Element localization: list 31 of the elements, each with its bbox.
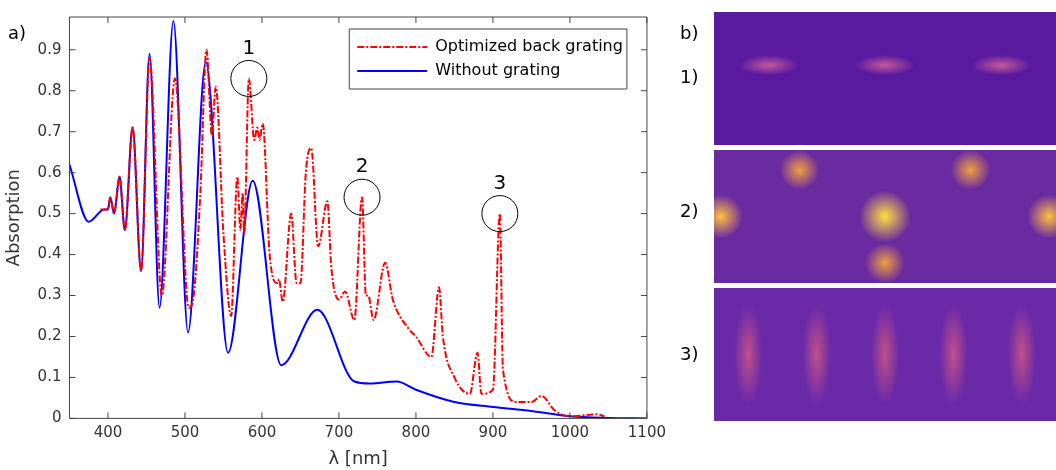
y-tick-label: 0.8 xyxy=(37,80,62,99)
y-tick-label: 0.1 xyxy=(37,367,62,386)
line-series xyxy=(69,20,647,419)
annotation: 2 xyxy=(355,153,369,178)
x-tick-label: 1100 xyxy=(627,423,667,442)
x-tick-label: 600 xyxy=(247,423,277,442)
legend-label: Without grating xyxy=(435,60,561,80)
y-tick-label: 0.4 xyxy=(37,244,62,263)
y-tick-label: 0.3 xyxy=(37,285,62,304)
annotation: 1 xyxy=(242,34,256,59)
x-tick-label: 500 xyxy=(170,423,200,442)
x-axis-title: λ [nm] xyxy=(328,446,388,468)
text: b) xyxy=(680,22,699,43)
x-tick-label: 900 xyxy=(478,423,508,442)
x-tick-label: 400 xyxy=(93,423,123,442)
y-tick-label: 0.6 xyxy=(37,162,62,181)
y-axis-title: Absorption xyxy=(2,168,24,267)
annotation: 3 xyxy=(493,169,507,194)
text: a) xyxy=(8,22,27,43)
y-tick-label: 0.5 xyxy=(37,203,62,222)
y-tick-label: 0 xyxy=(51,408,62,427)
text: 3) xyxy=(680,343,699,364)
y-tick-label: 0.9 xyxy=(37,39,62,58)
x-tick-label: 800 xyxy=(401,423,431,442)
y-tick-label: 0.7 xyxy=(37,121,62,140)
y-tick-label: 0.2 xyxy=(37,326,62,345)
text: 1) xyxy=(680,66,699,87)
x-tick-label: 700 xyxy=(324,423,354,442)
text: 2) xyxy=(680,200,699,221)
legend-label: Optimized back grating xyxy=(435,36,623,56)
x-tick-label: 1000 xyxy=(550,423,590,442)
